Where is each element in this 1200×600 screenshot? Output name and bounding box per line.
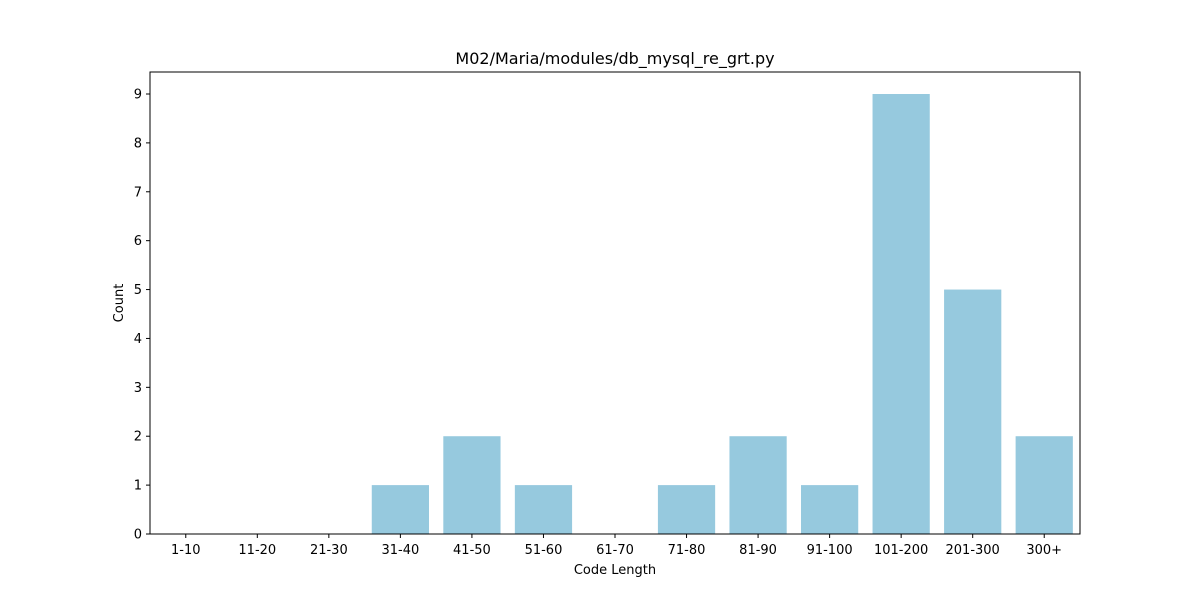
x-tick-label: 61-70: [596, 543, 634, 558]
y-tick-label: 3: [134, 381, 142, 396]
y-tick-label: 2: [134, 430, 142, 445]
chart-title: M02/Maria/modules/db_mysql_re_grt.py: [455, 49, 774, 69]
bar-41-50: [443, 436, 500, 534]
x-tick-label: 201-300: [946, 543, 1000, 558]
y-tick-label: 7: [134, 185, 142, 200]
bar-71-80: [658, 485, 715, 534]
y-tick-label: 8: [134, 136, 142, 151]
y-tick-label: 6: [134, 234, 142, 249]
x-axis-label: Code Length: [574, 563, 656, 578]
bar-91-100: [801, 485, 858, 534]
bar-101-200: [873, 94, 930, 534]
bar-31-40: [372, 485, 429, 534]
x-tick-label: 21-30: [310, 543, 348, 558]
x-tick-label: 41-50: [453, 543, 491, 558]
bar-201-300: [944, 290, 1001, 534]
y-tick-label: 1: [134, 479, 142, 494]
y-tick-label: 9: [134, 88, 142, 103]
y-axis-label: Count: [112, 284, 127, 323]
x-tick-label: 71-80: [668, 543, 706, 558]
x-tick-label: 51-60: [525, 543, 563, 558]
y-tick-label: 0: [134, 528, 142, 543]
x-tick-label: 1-10: [171, 543, 201, 558]
bar-300+: [1016, 436, 1073, 534]
bar-51-60: [515, 485, 572, 534]
y-tick-label: 5: [134, 283, 142, 298]
x-tick-label: 11-20: [238, 543, 276, 558]
x-tick-label: 31-40: [381, 543, 419, 558]
x-tick-label: 300+: [1026, 543, 1062, 558]
x-tick-label: 91-100: [807, 543, 853, 558]
x-tick-label: 81-90: [739, 543, 777, 558]
bar-81-90: [729, 436, 786, 534]
y-tick-label: 4: [134, 332, 142, 347]
x-tick-label: 101-200: [874, 543, 928, 558]
